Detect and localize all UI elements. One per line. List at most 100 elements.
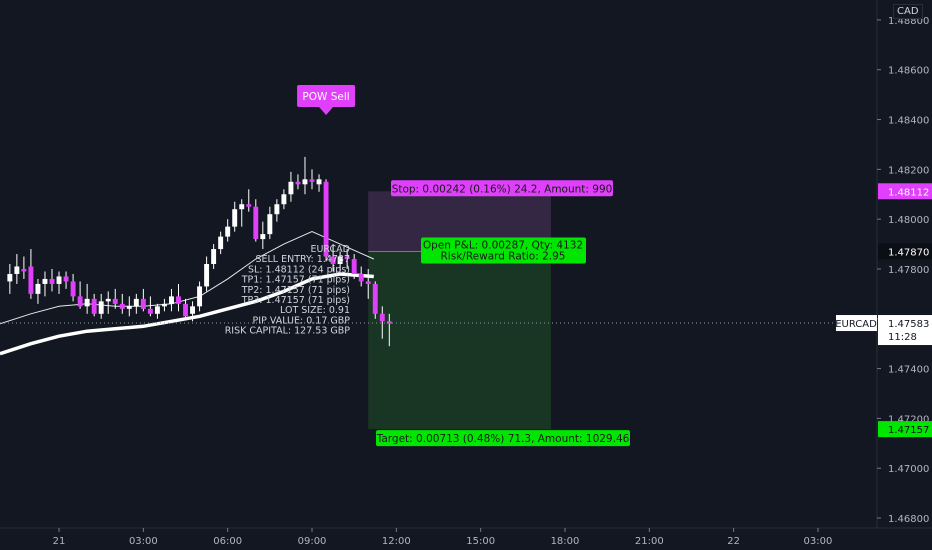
candle-body[interactable] [42,278,48,284]
candle-body[interactable] [126,306,132,309]
candle-body[interactable] [288,181,294,195]
target-label: Target: 0.00713 (0.48%) 71.3, Amount: 10… [376,433,630,445]
time-tick-label: 09:00 [298,536,327,547]
candle-body[interactable] [267,214,273,235]
candle-body[interactable] [190,306,196,314]
pow-sell-label: POW Sell [302,91,349,103]
price-tick-label: 1.47400 [888,365,929,376]
price-tick-label: 1.47800 [888,265,929,276]
time-tick-label: 18:00 [551,536,580,547]
candle-body[interactable] [365,281,371,284]
price-tick-label: 1.47200 [888,414,929,425]
candle-body[interactable] [154,306,160,314]
candle-body[interactable] [7,273,13,282]
candle-body[interactable] [323,181,329,257]
candle-body[interactable] [77,296,83,307]
candle-body[interactable] [183,303,188,317]
candle-body[interactable] [330,256,336,264]
last-price-tag-box[interactable] [878,315,932,346]
candle-body[interactable] [253,206,259,240]
time-tick-label: 15:00 [466,536,495,547]
candle-body[interactable] [84,298,90,307]
candle-body[interactable] [225,226,231,237]
last-price-tag: 1.47583 [888,319,929,330]
candle-body[interactable] [239,204,245,210]
candle-body[interactable] [197,286,203,307]
risk-reward-label: Risk/Reward Ratio: 2.95 [441,251,566,263]
time-tick-label: 03:00 [804,536,833,547]
candle-body[interactable] [274,204,280,215]
info-panel-line: TP2: 1.47157 (71 pips) [241,285,350,296]
target-price-tag: 1.47157 [888,425,929,436]
pow-sell-marker[interactable] [297,85,356,107]
candle-body[interactable] [98,301,104,314]
candle-body[interactable] [372,283,378,314]
time-tick-label: 22 [727,536,740,547]
candle-body[interactable] [56,276,62,284]
candle-body[interactable] [337,256,343,264]
candle-body[interactable] [386,321,392,324]
price-tick-label: 1.46800 [888,514,929,525]
candle-body[interactable] [316,179,322,185]
stop-label: Stop: 0.00242 (0.16%) 24.2, Amount: 990 [392,183,613,195]
countdown-label: 11:28 [888,332,917,343]
candle-body[interactable] [246,204,252,207]
candle-body[interactable] [344,256,350,260]
price-tick-label: 1.48000 [888,215,929,226]
info-panel-line: TP1: 1.47157 (71 pips) [241,275,350,286]
time-tick-label: 03:00 [129,536,158,547]
info-panel-line: SL: 1.48112 (24 pips) [248,264,350,275]
candle-body[interactable] [133,298,139,307]
price-tick-label: 1.48200 [888,165,929,176]
candle-body[interactable] [119,303,125,309]
candle-body[interactable] [295,181,301,185]
info-panel-line: PIP VALUE: 0.17 GBP [253,315,351,326]
candle-body[interactable] [176,296,181,304]
info-panel-line: RISK CAPITAL: 127.53 GBP [225,326,351,337]
candle-body[interactable] [204,264,210,287]
stop-price-tag: 1.48112 [888,187,929,198]
candle-body[interactable] [302,179,308,185]
time-tick-label: 06:00 [213,536,242,547]
entry-price-tag-box[interactable] [878,243,932,260]
ema-slow-line [0,272,374,356]
price-tick-label: 1.48400 [888,116,929,127]
price-tick-label: 1.48600 [888,66,929,77]
candle-body[interactable] [351,259,357,274]
candle-body[interactable] [309,179,315,182]
stop-price-tag-box[interactable] [878,183,932,200]
candle-body[interactable] [358,273,364,282]
currency-badge[interactable]: CAD [893,4,923,19]
candle-body[interactable] [281,194,287,205]
candle-body[interactable] [140,298,146,309]
info-panel-line: SELL ENTRY: 1.4787 [255,254,350,265]
candle-body[interactable] [105,298,111,302]
candle-body[interactable] [35,283,41,294]
candle-body[interactable] [21,268,27,272]
time-tick-label: 12:00 [382,536,411,547]
candle-body[interactable] [169,296,174,304]
candle-body[interactable] [211,249,217,264]
candle-body[interactable] [63,276,69,282]
candle-body[interactable] [112,298,118,304]
target-label-box[interactable] [376,430,630,447]
entry-price-tag: 1.47870 [888,248,929,259]
candle-body[interactable] [161,303,167,307]
candle-body[interactable] [91,298,97,314]
price-tick-label: 1.48800 [888,16,929,27]
candle-body[interactable] [28,266,34,294]
take-profit-zone[interactable] [368,251,551,430]
candle-body[interactable] [218,236,224,250]
open-pnl-box[interactable] [421,237,586,264]
candle-body[interactable] [70,281,76,297]
candle-body[interactable] [147,308,153,314]
candle-body[interactable] [232,209,238,227]
symbol-tag-box[interactable] [836,315,877,332]
candle-body[interactable] [379,313,385,322]
candle-body[interactable] [49,278,55,284]
stop-label-box[interactable] [391,180,613,197]
target-price-tag-box[interactable] [878,421,932,438]
candle-body[interactable] [260,234,266,240]
candle-body[interactable] [14,266,20,274]
